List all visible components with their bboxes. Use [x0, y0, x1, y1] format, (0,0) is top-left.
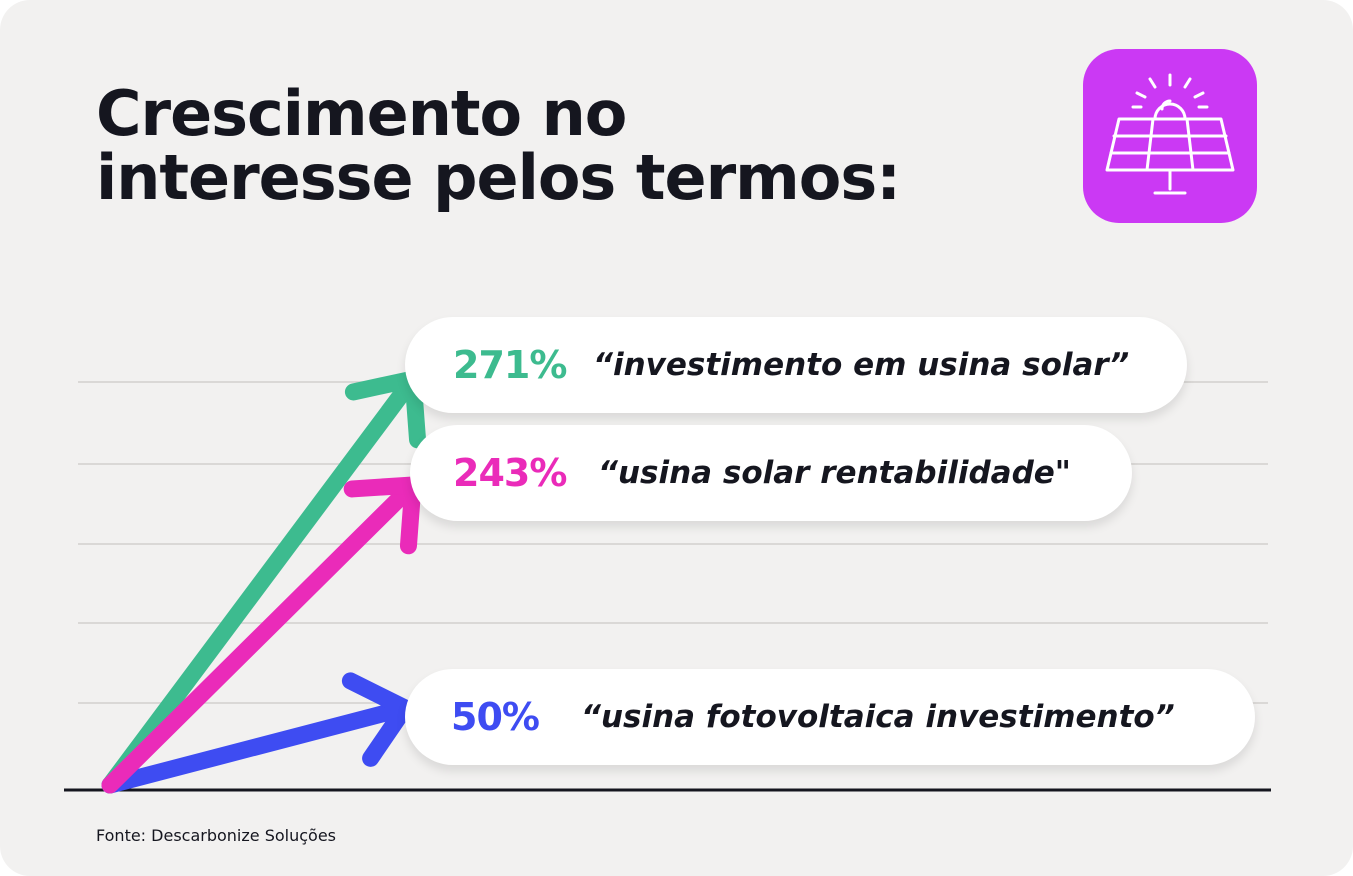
- solar-panel-icon: [1105, 73, 1235, 195]
- search-term-label: “usina solar rentabilidade": [598, 455, 1071, 491]
- arrow-shaft: [101, 482, 416, 794]
- arrow-shaft: [101, 376, 417, 794]
- percentage-label: 271%: [453, 343, 567, 387]
- arrow-group: [101, 370, 427, 794]
- search-term-label: “investimento em usina solar”: [593, 347, 1130, 383]
- title-line-1: Crescimento no: [96, 77, 627, 150]
- legend-pill-usina-fotovoltaica-investimento: 50% “usina fotovoltaica investimento”: [405, 669, 1255, 765]
- source-note: Fonte: Descarbonize Soluções: [96, 826, 336, 845]
- page-title: Crescimento no interesse pelos termos:: [96, 77, 901, 214]
- title-line-2: interesse pelos termos:: [96, 141, 901, 214]
- legend-pill-usina-solar-rentabilidade: 243% “usina solar rentabilidade": [410, 425, 1132, 521]
- arrow-shaft: [101, 701, 406, 794]
- percentage-label: 243%: [453, 451, 567, 495]
- solar-badge: [1083, 49, 1257, 223]
- search-term-label: “usina fotovoltaica investimento”: [581, 699, 1175, 735]
- percentage-label: 50%: [451, 695, 540, 739]
- legend-pill-investimento-usina-solar: 271% “investimento em usina solar”: [405, 317, 1187, 413]
